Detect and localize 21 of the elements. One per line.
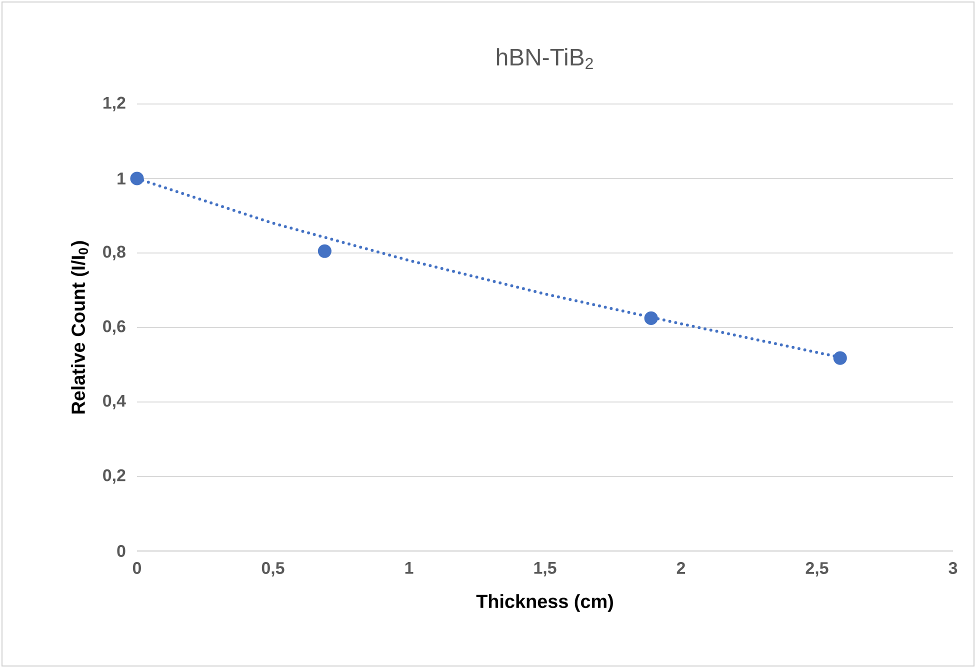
- point: [644, 311, 658, 325]
- x-tick-label: 1,5: [534, 562, 556, 576]
- point: [318, 244, 332, 258]
- y-axis-title: Relative Count (I/I$_{0}$): [71, 241, 89, 414]
- x-tick-label: 1: [405, 562, 414, 574]
- y-tick-label: 1,2: [103, 96, 126, 112]
- point: [833, 351, 847, 365]
- y-tick-label: 0,2: [103, 469, 126, 484]
- x-tick-label: 2,5: [806, 562, 828, 576]
- x-tick-label: 0: [132, 562, 142, 574]
- y-tick-label: 1: [118, 172, 126, 184]
- point: [130, 172, 144, 186]
- chart-title: hBN-TiB$_{2}$: [497, 48, 593, 69]
- y-tick-label: 0,6: [103, 320, 126, 335]
- x-tick-label: 0,5: [262, 562, 284, 576]
- y-tick-label: 0: [117, 545, 126, 557]
- y-tick-label: 0,8: [103, 246, 126, 260]
- x-tick-label: 2: [676, 562, 686, 574]
- x-axis-title: Thickness (cm): [476, 594, 613, 612]
- x-tick-label: 3: [948, 562, 958, 574]
- y-tick-label: 0,4: [103, 394, 126, 410]
